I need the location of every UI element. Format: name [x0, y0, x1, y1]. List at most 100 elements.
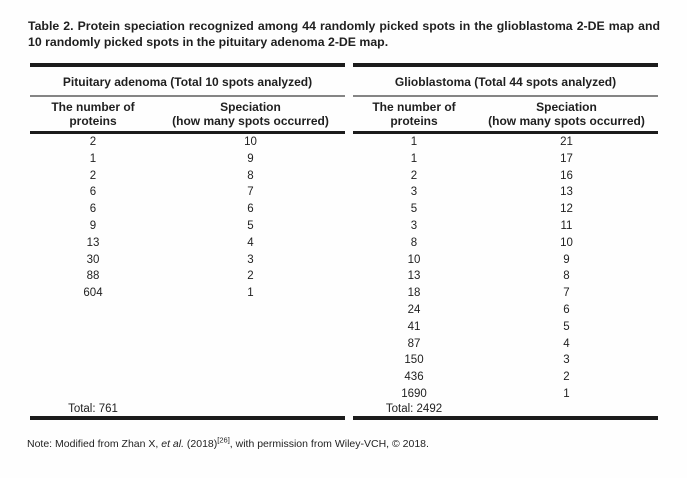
cell-speciation-count	[156, 386, 345, 403]
cell-speciation-count: 1	[247, 287, 254, 300]
cell-number-of-proteins: 1	[89, 152, 97, 165]
cell-speciation-count	[156, 336, 345, 353]
total-value: Total: 2492	[385, 402, 443, 415]
cell-number-of-proteins: 436	[404, 371, 424, 384]
table-row: 10 9	[353, 252, 658, 269]
cell-speciation-count	[156, 352, 345, 369]
cell-number-of-proteins: 2	[89, 169, 97, 182]
cell-number-of-proteins: 1690	[401, 387, 427, 400]
col-header-line: proteins	[69, 114, 117, 128]
cell-number-of-proteins: 2	[410, 169, 418, 182]
cell-speciation-count: 13	[560, 186, 573, 199]
data-rows-pituitary: 2 10 1 9 2 8 6 7 6 6 9 5 13 4 30 3 88 2 604 1	[30, 134, 345, 403]
cell-number-of-proteins: 41	[407, 320, 421, 333]
table-row: 8 10	[353, 235, 658, 252]
total-row-glioblastoma: Total: 2492	[353, 403, 658, 417]
cell-number-of-proteins: 150	[404, 354, 424, 367]
table-row: 18 7	[353, 285, 658, 302]
table-row: 150 3	[353, 352, 658, 369]
col-header-line: The number of	[372, 99, 456, 114]
cell-speciation-count: 7	[247, 186, 254, 199]
table-row	[30, 369, 345, 386]
col-header-line: The number of	[51, 99, 135, 114]
cell-number-of-proteins: 6	[89, 186, 97, 199]
cell-number-of-proteins: 1	[410, 136, 418, 148]
cell-number-of-proteins: 18	[407, 287, 421, 300]
note-et-al: et al.	[161, 438, 184, 450]
cell-number-of-proteins: 9	[89, 219, 97, 232]
header-divider-rule	[30, 94, 345, 97]
cell-number-of-proteins: 3	[410, 219, 418, 232]
table-row: 87 4	[353, 336, 658, 353]
cell-speciation-count: 7	[563, 287, 570, 300]
subheader-rule	[353, 130, 658, 134]
table-row: 3 11	[353, 218, 658, 235]
table-row: 436 2	[353, 369, 658, 386]
column-headers-glioblastoma: The number of proteins Speciation (how m…	[353, 97, 658, 131]
cell-speciation-count: 1	[563, 387, 570, 400]
table-row: 1690 1	[353, 386, 658, 403]
table-row: 5 12	[353, 201, 658, 218]
cell-speciation-count: 2	[247, 270, 254, 283]
table-row	[30, 319, 345, 336]
table-row	[30, 352, 345, 369]
cell-number-of-proteins	[30, 386, 156, 403]
cell-speciation-count: 10	[244, 136, 257, 148]
cell-speciation-count: 4	[247, 236, 254, 249]
table-row: 2 16	[353, 168, 658, 185]
cell-speciation-count: 5	[247, 219, 254, 232]
cell-number-of-proteins: 2	[89, 136, 97, 148]
cell-number-of-proteins: 30	[86, 253, 100, 266]
table-row: 24 6	[353, 302, 658, 319]
cell-speciation-count: 5	[563, 320, 570, 333]
cell-speciation-count: 6	[247, 203, 254, 216]
cell-speciation-count: 11	[560, 219, 573, 232]
cell-speciation-count: 3	[563, 354, 570, 367]
cell-number-of-proteins: 6	[89, 203, 97, 216]
col-header-line: (how many spots occurred)	[488, 114, 645, 128]
data-rows-glioblastoma: 1 21 1 17 2 16 3 13 5 12 3 11 8 10 10 9 13 8 18 7 24 6 41 5 87 4 1…	[353, 134, 658, 403]
note-year: (2018)	[184, 438, 218, 450]
col-header-speciation: Speciation (how many spots occurred)	[475, 100, 658, 129]
cell-number-of-proteins: 8	[410, 236, 418, 249]
cell-number-of-proteins: 13	[407, 270, 421, 283]
cell-speciation-count: 2	[563, 371, 570, 384]
group-header-glioblastoma: Glioblastoma (Total 44 spots analyzed)	[394, 74, 617, 89]
cell-number-of-proteins: 1	[410, 152, 418, 165]
col-header-line: (how many spots occurred)	[172, 114, 329, 128]
cell-number-of-proteins: 604	[83, 287, 103, 300]
table-row: 3 13	[353, 184, 658, 201]
bottom-rule	[353, 416, 658, 420]
table-row: 604 1	[30, 285, 345, 302]
cell-speciation-count: 8	[563, 270, 570, 283]
column-headers-pituitary: The number of proteins Speciation (how m…	[30, 97, 345, 131]
header-divider-rule	[353, 94, 658, 97]
cell-speciation-count: 16	[560, 169, 573, 182]
subheader-rule	[30, 130, 345, 134]
table-row: 13 8	[353, 268, 658, 285]
table-row: 88 2	[30, 268, 345, 285]
pituitary-adenoma-panel: Pituitary adenoma (Total 10 spots analyz…	[30, 63, 345, 420]
col-header-line: proteins	[390, 114, 438, 128]
cell-number-of-proteins	[30, 336, 156, 353]
cell-speciation-count: 10	[560, 236, 573, 249]
col-header-number-of-proteins: The number of proteins	[353, 100, 475, 129]
cell-number-of-proteins: 87	[407, 337, 421, 350]
table-row: 2 10	[30, 134, 345, 151]
top-rule	[30, 63, 345, 67]
cell-number-of-proteins: 5	[410, 203, 418, 216]
cell-speciation-count	[156, 369, 345, 386]
group-header-pituitary-adenoma: Pituitary adenoma (Total 10 spots analyz…	[62, 74, 313, 89]
cell-speciation-count: 8	[247, 169, 254, 182]
table-row	[30, 386, 345, 403]
table-row: 13 4	[30, 235, 345, 252]
cell-speciation-count: 21	[560, 136, 573, 148]
table-row	[30, 302, 345, 319]
table-row: 41 5	[353, 319, 658, 336]
